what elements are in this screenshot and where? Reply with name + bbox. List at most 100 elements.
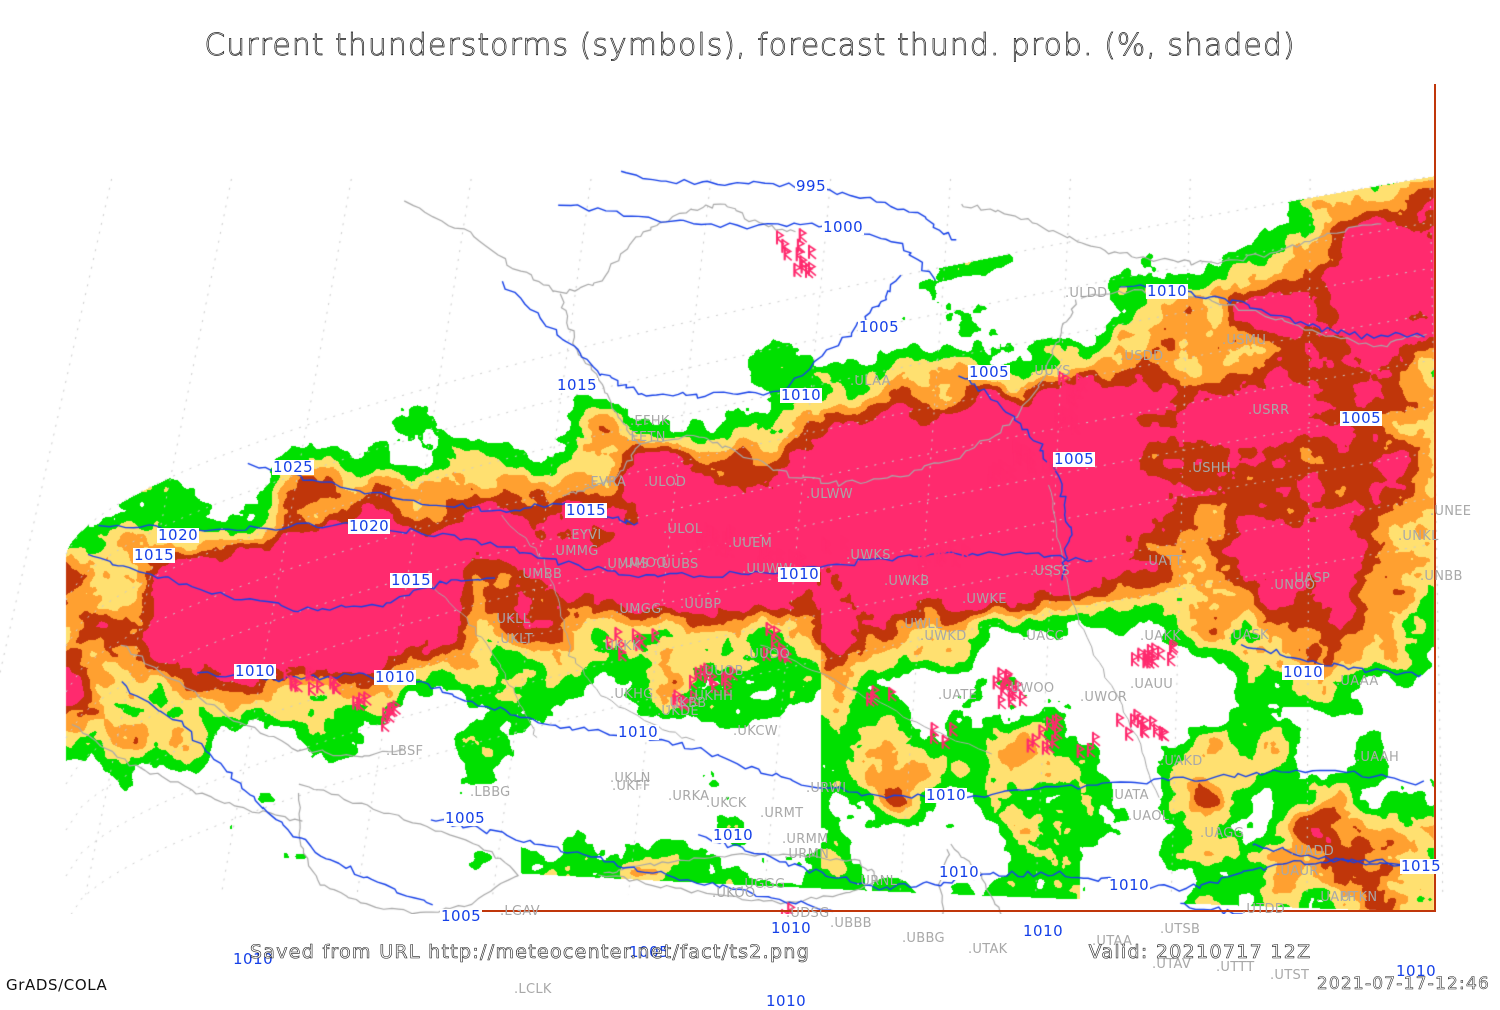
station-label: .UBBG — [902, 931, 945, 946]
station-label: .UKBB — [665, 696, 707, 711]
station-label: .UUOO — [745, 647, 791, 662]
station-label: .UTST — [1270, 968, 1310, 983]
station-label: .UKDE — [657, 704, 699, 719]
isobar-label: 1015 — [556, 376, 599, 394]
station-label: .UKHG — [610, 687, 654, 702]
isobar-label: 1020 — [157, 526, 200, 544]
isobar-label: 1010 — [1108, 876, 1151, 894]
station-label: .UTAK — [968, 942, 1008, 957]
station-label: .UWKS — [846, 548, 891, 563]
station-label: .ULAA — [850, 374, 891, 389]
isobar-label: 1010 — [1146, 282, 1189, 300]
station-label: .UUOB — [700, 664, 744, 679]
station-label: .UKLT — [496, 632, 534, 647]
station-label: .UAAH — [1356, 750, 1400, 765]
station-label: .UUEM — [728, 536, 773, 551]
isobar-label: 1020 — [348, 517, 391, 535]
isobar-label: 1025 — [272, 458, 315, 476]
station-label: .UAUU — [1130, 677, 1174, 692]
isobar-label: 1005 — [1053, 450, 1096, 468]
station-label: .UMMS — [603, 557, 649, 572]
station-label: .URMN — [784, 847, 830, 862]
isobar-label: 1005 — [444, 809, 487, 827]
isobar-label: 1010 — [374, 668, 417, 686]
station-label: .UNOO — [1270, 578, 1316, 593]
station-label: .USSS — [1030, 564, 1070, 579]
station-label: .LBSF — [386, 744, 424, 759]
station-label: .USMU — [1222, 333, 1267, 348]
station-label: .UUYS — [1030, 364, 1071, 379]
isobar-label: 1010 — [234, 662, 277, 680]
isobar-label: 1015 — [1400, 857, 1443, 875]
station-label: .UBBB — [830, 916, 872, 931]
station-label: .UTDD — [1242, 902, 1286, 917]
page-title: Current thunderstorms (symbols), forecas… — [204, 28, 1296, 64]
station-label: .EVRA — [586, 475, 627, 490]
station-label: .USHH — [1188, 461, 1231, 476]
station-label: .UASP — [1290, 571, 1331, 586]
station-label: .UUBP — [680, 597, 722, 612]
isobar-label: 1010 — [765, 992, 808, 1010]
generation-timestamp: 2021-07-17-12:46 — [1316, 974, 1490, 995]
station-label: .UAOL — [1128, 809, 1170, 824]
isobar-label: 1010 — [770, 919, 813, 937]
station-label: .LBBG — [470, 785, 511, 800]
station-label: .UDSG — [786, 906, 830, 921]
station-label: .UAKD — [1160, 754, 1203, 769]
station-label: .URKA — [668, 789, 710, 804]
station-label: .UTKN — [1336, 890, 1378, 905]
saved-from-url-label: Saved from URL http://meteocenter.net/fa… — [249, 941, 811, 964]
station-label: .USRR — [1248, 403, 1290, 418]
station-label: .UMGG — [615, 602, 662, 617]
isobar-label: 1010 — [617, 723, 660, 741]
station-label: .USDD — [1120, 349, 1164, 364]
station-label: .UNEE — [1430, 504, 1472, 519]
station-label: .UATT — [1144, 554, 1183, 569]
station-label: .UMBB — [518, 567, 563, 582]
station-label: .UMOO — [620, 556, 667, 571]
station-label: .UAPP — [1316, 890, 1356, 905]
station-label: .ULDD — [1065, 286, 1108, 301]
station-label: .UKLL — [492, 612, 531, 627]
isobar-label: 1010 — [712, 826, 755, 844]
station-label: .UKCW — [733, 724, 778, 739]
valid-time-label: Valid: 20210717 12Z — [1088, 941, 1312, 964]
map-frame-bottom — [440, 910, 1436, 912]
isobar-label: 1010 — [780, 386, 823, 404]
station-label: .UWOR — [1080, 690, 1128, 705]
isobar-label: 1010 — [1022, 922, 1065, 940]
isobar-label: 1000 — [822, 218, 865, 236]
isobar-label: 1010 — [938, 863, 981, 881]
station-label: .UATA — [1110, 788, 1149, 803]
station-label: .ULOD — [644, 475, 687, 490]
isobar-label: 1010 — [778, 565, 821, 583]
isobar-label: 1010 — [232, 950, 275, 968]
station-label: .UKLN — [610, 771, 651, 786]
station-label: .UAAA — [1336, 674, 1379, 689]
isobar-label: 1010 — [925, 786, 968, 804]
station-label: .UWKE — [962, 592, 1007, 607]
isobar-label: 1015 — [133, 546, 176, 564]
station-label: .UASK — [1228, 628, 1269, 643]
station-label: .UKHH — [690, 689, 734, 704]
isobar-label: 1015 — [390, 571, 433, 589]
station-label: .UKCK — [706, 796, 747, 811]
producer-label: GrADS/COLA — [6, 976, 108, 994]
station-label: .UKOO — [712, 886, 756, 901]
station-label: .UAUR — [1276, 864, 1319, 879]
isobar-label: 1015 — [565, 501, 608, 519]
station-label: .UGGG — [740, 877, 786, 892]
thunderstorm-probability-map[interactable] — [0, 84, 1500, 914]
station-label: .UTAV — [1152, 957, 1192, 972]
station-label: .ULWW — [806, 487, 853, 502]
station-label: .UACC — [1022, 629, 1064, 644]
isobar-label: 1010 — [1395, 962, 1438, 980]
station-label: .UADD — [1290, 844, 1335, 859]
station-label: .EFHK — [630, 414, 670, 429]
map-panel[interactable]: .EFHK .EETN .EVRA .ULOD .ULAA .ULWW .EYVI .UMMG… — [0, 84, 1500, 1009]
station-label: .UTSB — [1160, 922, 1201, 937]
station-label: .URWI — [806, 781, 847, 796]
isobar-label: 1005 — [628, 943, 671, 961]
station-label: .ULOL — [663, 522, 703, 537]
